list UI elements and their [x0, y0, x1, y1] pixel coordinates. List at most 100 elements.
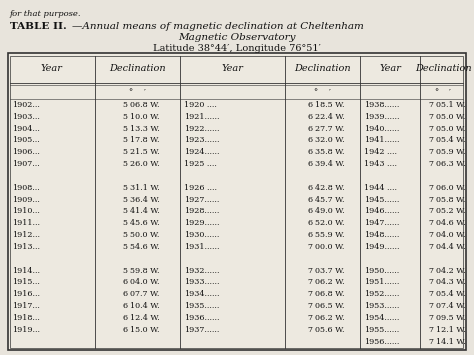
Text: 5: 5: [122, 231, 128, 239]
Text: 1916...: 1916...: [12, 290, 40, 298]
Text: 35.8 W.: 35.8 W.: [316, 148, 345, 156]
Text: 27.7 W.: 27.7 W.: [316, 125, 345, 132]
Text: 04.0 W.: 04.0 W.: [436, 231, 465, 239]
Text: 1945......: 1945......: [364, 196, 400, 203]
Text: 06.3 W.: 06.3 W.: [436, 160, 465, 168]
Text: 45.6 W.: 45.6 W.: [130, 219, 160, 227]
Text: 1937......: 1937......: [184, 326, 219, 334]
Text: 05.6 W.: 05.6 W.: [316, 326, 345, 334]
Text: 5: 5: [122, 160, 128, 168]
Text: 7: 7: [428, 184, 433, 192]
Text: for that purpose.: for that purpose.: [10, 10, 82, 18]
Text: Year: Year: [379, 64, 401, 73]
Text: 59.8 W.: 59.8 W.: [130, 267, 160, 274]
Text: 1934......: 1934......: [184, 290, 219, 298]
Text: 06.2 W.: 06.2 W.: [316, 278, 345, 286]
Text: 1922......: 1922......: [184, 125, 219, 132]
Text: Latitude 38°44′, Longitude 76°51′: Latitude 38°44′, Longitude 76°51′: [153, 44, 321, 53]
Text: 45.7 W.: 45.7 W.: [316, 196, 345, 203]
Text: 6: 6: [307, 125, 312, 132]
Text: 05.0 W.: 05.0 W.: [436, 125, 465, 132]
Text: 04.3 W.: 04.3 W.: [436, 278, 465, 286]
Text: 12.4 W.: 12.4 W.: [130, 314, 160, 322]
Text: 1933......: 1933......: [184, 278, 219, 286]
Text: 1907...: 1907...: [12, 160, 40, 168]
Text: 1939......: 1939......: [364, 113, 400, 121]
Text: 7: 7: [308, 278, 312, 286]
Text: 1921......: 1921......: [184, 113, 219, 121]
Text: 5: 5: [122, 101, 128, 109]
Text: 6: 6: [122, 326, 128, 334]
Text: 04.0 W.: 04.0 W.: [130, 278, 160, 286]
Text: ′: ′: [449, 88, 451, 96]
Text: 1928......: 1928......: [184, 207, 219, 215]
Text: °: °: [313, 88, 318, 96]
Text: 6: 6: [122, 314, 128, 322]
Text: 07.7 W.: 07.7 W.: [130, 290, 160, 298]
Text: 7: 7: [428, 290, 433, 298]
Text: 6: 6: [122, 302, 128, 310]
Text: 1942 ....: 1942 ....: [364, 148, 397, 156]
Text: 03.7 W.: 03.7 W.: [316, 267, 345, 274]
Text: 7: 7: [428, 148, 433, 156]
Text: 36.4 W.: 36.4 W.: [130, 196, 160, 203]
Text: °: °: [128, 88, 133, 96]
Text: 6: 6: [307, 148, 312, 156]
Text: 1949......: 1949......: [364, 243, 400, 251]
Text: 1946......: 1946......: [364, 207, 400, 215]
Text: 7: 7: [428, 231, 433, 239]
Text: —Annual means of magnetic declination at Cheltenham: —Annual means of magnetic declination at…: [72, 22, 364, 31]
Text: 7: 7: [428, 207, 433, 215]
Text: 05.8 W.: 05.8 W.: [436, 196, 465, 203]
Text: 06.0 W.: 06.0 W.: [436, 184, 465, 192]
Bar: [8, 53, 466, 350]
Text: 6: 6: [307, 160, 312, 168]
Text: 5: 5: [122, 267, 128, 274]
Text: 7: 7: [428, 243, 433, 251]
Bar: [10, 55, 464, 348]
Text: 14.1 W.: 14.1 W.: [436, 338, 466, 345]
Text: 6: 6: [307, 231, 312, 239]
Text: 1938......: 1938......: [364, 101, 400, 109]
Text: 5: 5: [122, 243, 128, 251]
Text: 1906...: 1906...: [12, 148, 40, 156]
Text: 1920 ....: 1920 ....: [184, 101, 217, 109]
Text: 7: 7: [308, 314, 312, 322]
Text: 1936......: 1936......: [184, 314, 219, 322]
Text: 1947......: 1947......: [364, 219, 400, 227]
Text: 41.4 W.: 41.4 W.: [130, 207, 160, 215]
Text: 1923......: 1923......: [184, 136, 219, 144]
Text: 1915...: 1915...: [12, 278, 40, 286]
Text: 1941......: 1941......: [364, 136, 400, 144]
Text: 06.5 W.: 06.5 W.: [316, 302, 345, 310]
Text: 10.4 W.: 10.4 W.: [130, 302, 160, 310]
Text: 21.5 W.: 21.5 W.: [130, 148, 160, 156]
Text: 12.1 W.: 12.1 W.: [436, 326, 466, 334]
Text: 1914...: 1914...: [12, 267, 40, 274]
Text: 7: 7: [428, 302, 433, 310]
Text: 1912...: 1912...: [12, 231, 40, 239]
Text: 42.8 W.: 42.8 W.: [316, 184, 345, 192]
Text: 7: 7: [428, 267, 433, 274]
Text: 05.9 W.: 05.9 W.: [436, 148, 465, 156]
Text: 05.4 W.: 05.4 W.: [436, 290, 465, 298]
Text: 6: 6: [122, 290, 128, 298]
Text: 50.0 W.: 50.0 W.: [130, 231, 160, 239]
Text: 5: 5: [122, 219, 128, 227]
Text: 7: 7: [428, 219, 433, 227]
Text: 6: 6: [307, 101, 312, 109]
Text: 05.0 W.: 05.0 W.: [436, 113, 465, 121]
Text: 1955......: 1955......: [364, 326, 399, 334]
Text: 5: 5: [122, 184, 128, 192]
Text: 1903...: 1903...: [12, 113, 40, 121]
Text: 6: 6: [307, 113, 312, 121]
Text: Year: Year: [41, 64, 63, 73]
Text: 1910...: 1910...: [12, 207, 40, 215]
Text: 05.4 W.: 05.4 W.: [436, 136, 465, 144]
Text: 6: 6: [122, 278, 128, 286]
Text: 04.6 W.: 04.6 W.: [436, 219, 465, 227]
Text: 49.0 W.: 49.0 W.: [316, 207, 345, 215]
Text: 7: 7: [428, 113, 433, 121]
Text: 5: 5: [122, 148, 128, 156]
Text: 1925 ....: 1925 ....: [184, 160, 217, 168]
